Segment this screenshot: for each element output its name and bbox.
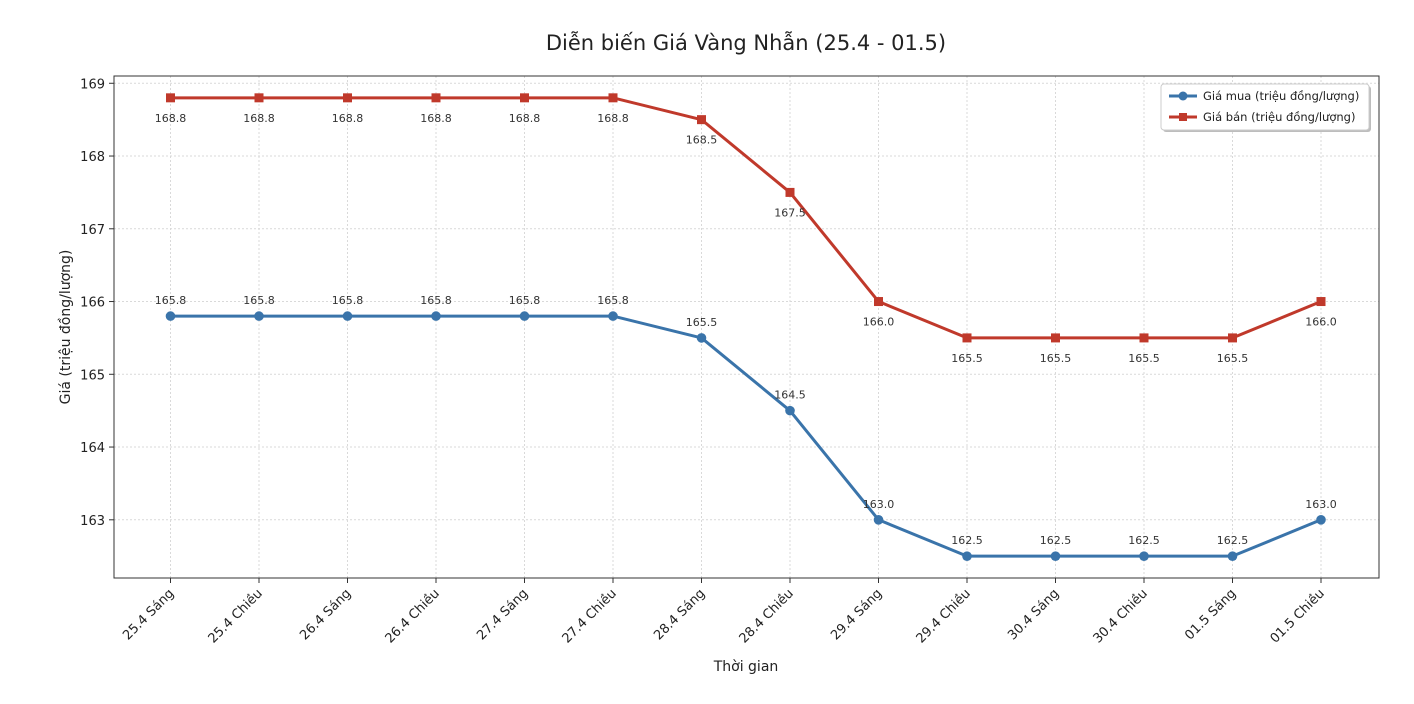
buy-price-data-label: 162.5 <box>951 534 983 547</box>
sell-price-point <box>608 93 618 103</box>
grid-layer <box>114 76 1379 578</box>
sell-price-point <box>785 187 795 197</box>
buy-price-data-label: 165.8 <box>332 294 364 307</box>
sell-price-point <box>254 93 264 103</box>
sell-price-data-label: 168.8 <box>420 112 452 125</box>
x-axis-label: Thời gian <box>713 659 779 675</box>
sell-price-data-label: 165.5 <box>1040 352 1072 365</box>
legend-box <box>1160 83 1370 131</box>
x-tick-label: 01.5 Chiều <box>1268 586 1328 646</box>
x-tick-label: 29.4 Sáng <box>828 586 885 643</box>
buy-price-point <box>431 311 441 321</box>
data-labels-layer: 165.8 165.8 165.8 165.8 165.8 165.8 165.5 164.5… <box>155 112 1337 547</box>
buy-price-data-label: 165.8 <box>155 294 187 307</box>
buy-price-data-label: 165.8 <box>597 294 629 307</box>
sell-price-data-label: 167.5 <box>774 206 806 219</box>
sell-price-point <box>520 93 529 103</box>
y-tick-label: 164 <box>80 441 105 456</box>
sell-price-point <box>166 93 175 103</box>
sell-price-data-label: 168.8 <box>597 112 629 125</box>
x-tick-label: 28.4 Sáng <box>651 586 708 643</box>
sell-price-point <box>1228 333 1237 343</box>
buy-price-data-label: 162.5 <box>1217 534 1249 547</box>
x-tick-label: 28.4 Chiều <box>737 586 797 646</box>
x-tick-label: 30.4 Sáng <box>1005 586 1062 643</box>
legend-sell-label: Giá bán (triệu đồng/lượng) <box>1203 110 1355 124</box>
x-tick-label: 26.4 Sáng <box>297 586 354 643</box>
buy-price-data-label: 164.5 <box>774 389 806 402</box>
buy-price-data-label: 165.5 <box>686 316 718 329</box>
sell-price-data-label: 168.8 <box>243 112 275 125</box>
buy-price-point <box>1139 551 1149 561</box>
buy-price-point <box>165 311 176 321</box>
legend-sell-marker <box>1179 113 1187 121</box>
legend-buy-label: Giá mua (triệu đồng/lượng) <box>1203 89 1359 103</box>
y-tick-label: 168 <box>80 150 105 165</box>
sell-price-point <box>1051 333 1060 343</box>
sell-price-point <box>874 297 883 307</box>
legend: Giá mua (triệu đồng/lượng) Giá bán (triệu… <box>1160 83 1371 132</box>
buy-price-data-label: 162.5 <box>1040 534 1072 547</box>
y-axis-label: Giá (triệu đồng/lượng) <box>57 250 74 405</box>
y-tick-label: 167 <box>80 223 105 238</box>
sell-price-data-label: 168.8 <box>155 112 187 125</box>
y-tick-label: 166 <box>80 296 105 311</box>
buy-price-point <box>1227 551 1238 561</box>
chart-title: Diễn biến Giá Vàng Nhẫn (25.4 - 01.5) <box>546 30 946 55</box>
sell-price-point <box>1316 297 1326 307</box>
x-tick-label: 27.4 Chiều <box>560 586 620 646</box>
buy-price-data-label: 165.8 <box>420 294 452 307</box>
buy-price-point <box>873 514 884 525</box>
buy-price-point <box>1050 551 1061 561</box>
sell-price-data-label: 168.8 <box>509 112 541 125</box>
sell-price-data-label: 165.5 <box>951 352 983 365</box>
buy-price-point <box>785 405 795 416</box>
buy-price-point <box>519 311 530 321</box>
buy-price-data-label: 162.5 <box>1128 534 1160 547</box>
sell-price-point <box>431 93 441 103</box>
sell-price-data-label: 168.5 <box>686 134 718 147</box>
y-tick-label: 165 <box>80 368 105 383</box>
sell-price-point <box>962 333 972 343</box>
buy-price-data-label: 163.0 <box>1305 498 1337 511</box>
x-tick-label: 27.4 Sáng <box>474 586 531 643</box>
buy-price-point <box>962 551 972 561</box>
buy-price-point <box>254 311 264 321</box>
buy-price-data-label: 165.8 <box>243 294 275 307</box>
x-tick-label: 01.5 Sáng <box>1182 586 1239 643</box>
x-tick-label: 26.4 Chiều <box>383 586 443 646</box>
sell-price-data-label: 165.5 <box>1128 352 1160 365</box>
y-tick-label: 163 <box>80 514 105 529</box>
sell-price-data-label: 165.5 <box>1217 352 1249 365</box>
sell-price-point <box>697 115 706 125</box>
sell-price-point <box>1139 333 1149 343</box>
sell-price-data-label: 168.8 <box>332 112 364 125</box>
x-tick-label: 25.4 Chiều <box>206 586 266 646</box>
buy-price-point <box>1316 514 1326 525</box>
series-layer <box>165 93 1326 561</box>
buy-price-line <box>170 314 1322 558</box>
sell-price-data-label: 166.0 <box>1305 316 1337 329</box>
sell-price-line <box>170 96 1322 340</box>
buy-price-data-label: 165.8 <box>509 294 541 307</box>
legend-buy-marker <box>1178 91 1188 101</box>
sell-price-data-label: 166.0 <box>863 316 895 329</box>
x-tick-label: 30.4 Chiều <box>1091 586 1151 646</box>
buy-price-point <box>342 311 353 321</box>
buy-price-data-label: 163.0 <box>863 498 895 511</box>
plot-frame <box>113 75 1380 579</box>
buy-price-point <box>608 311 618 321</box>
x-tick-label: 25.4 Sáng <box>120 586 177 643</box>
sell-price-point <box>343 93 352 103</box>
buy-price-point <box>696 333 707 343</box>
x-tick-label: 29.4 Chiều <box>914 586 974 646</box>
y-tick-label: 169 <box>80 77 105 92</box>
